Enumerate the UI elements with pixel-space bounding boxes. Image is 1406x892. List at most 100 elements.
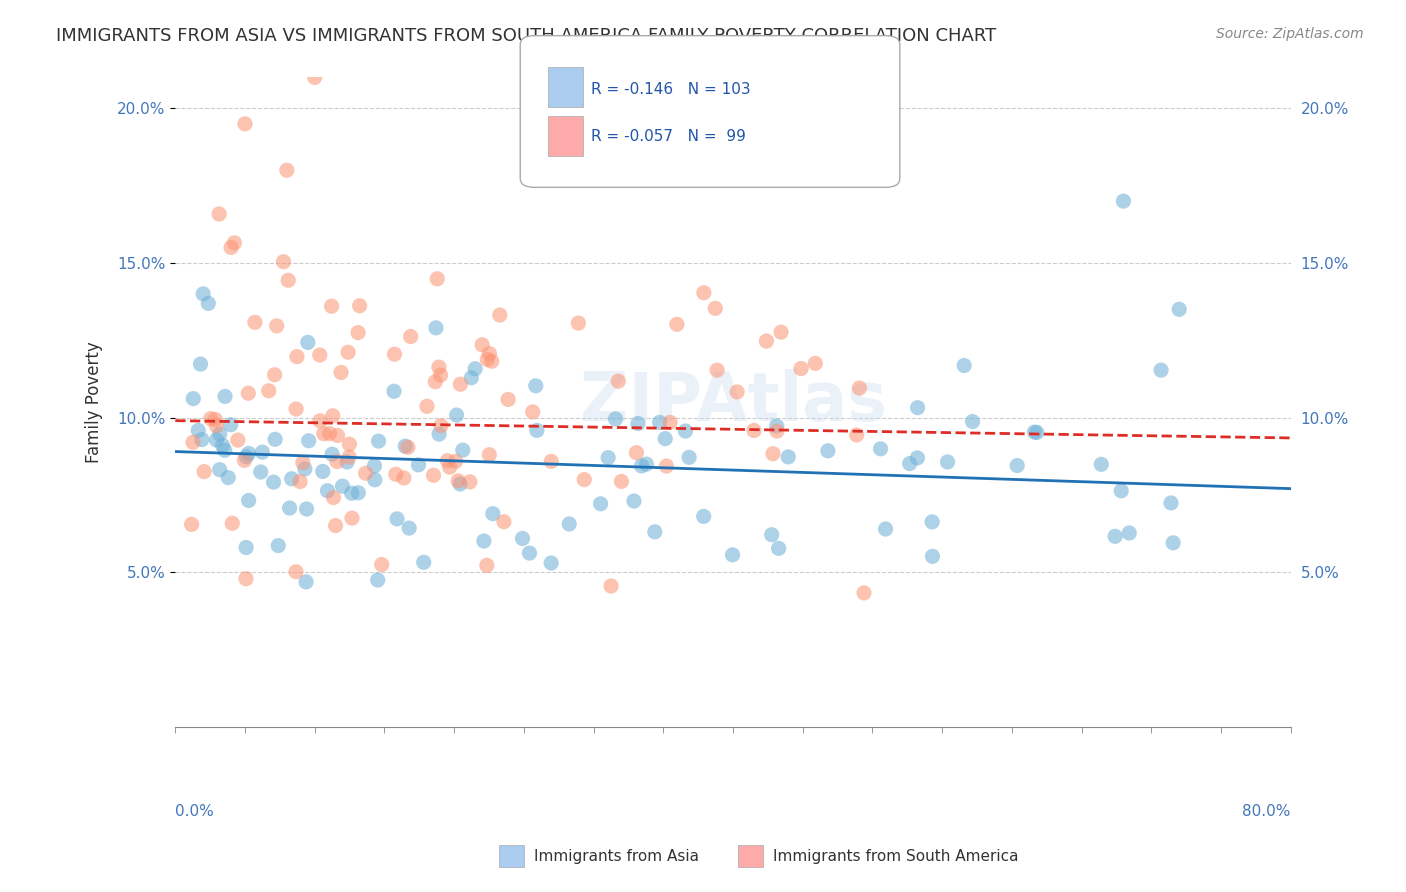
Immigrants from Asia [1161, 536, 1184, 550]
Text: IMMIGRANTS FROM ASIA VS IMMIGRANTS FROM SOUTH AMERICA FAMILY POVERTY CORRELATION: IMMIGRANTS FROM ASIA VS IMMIGRANTS FROM … [56, 27, 997, 45]
Immigrants from South America [308, 348, 330, 362]
Immigrants from Asia [298, 434, 321, 448]
Immigrants from South America [233, 453, 256, 467]
Immigrants from South America [309, 414, 332, 428]
Immigrants from Asia [382, 384, 405, 399]
Immigrants from Asia [1112, 194, 1135, 208]
Immigrants from South America [655, 458, 678, 473]
Immigrants from South America [396, 440, 419, 454]
Immigrants from South America [392, 471, 415, 485]
Immigrants from Asia [675, 424, 697, 438]
Immigrants from South America [848, 381, 870, 395]
Immigrants from South America [321, 299, 343, 313]
Immigrants from South America [219, 240, 242, 254]
Text: ZIPAtlas: ZIPAtlas [579, 369, 886, 435]
Immigrants from South America [607, 374, 630, 388]
Immigrants from South America [349, 299, 371, 313]
Immigrants from South America [204, 412, 226, 426]
Immigrants from Asia [623, 494, 645, 508]
Immigrants from Asia [1160, 496, 1182, 510]
Immigrants from Asia [408, 458, 430, 472]
Immigrants from South America [706, 363, 728, 377]
Immigrants from South America [384, 347, 406, 361]
Immigrants from South America [477, 352, 499, 367]
Immigrants from South America [704, 301, 727, 316]
Immigrants from South America [238, 386, 260, 401]
Immigrants from South America [291, 456, 314, 470]
Immigrants from Asia [297, 335, 319, 350]
Immigrants from Asia [869, 442, 891, 456]
Immigrants from South America [243, 315, 266, 329]
Immigrants from Asia [1005, 458, 1028, 473]
Immigrants from South America [742, 424, 765, 438]
Immigrants from Asia [512, 532, 534, 546]
Immigrants from Asia [761, 527, 783, 541]
Immigrants from South America [266, 318, 288, 333]
Immigrants from South America [447, 474, 470, 488]
Immigrants from South America [478, 448, 501, 462]
Immigrants from Asia [630, 458, 652, 473]
Immigrants from South America [337, 450, 360, 465]
Immigrants from Asia [235, 541, 257, 555]
Immigrants from Asia [367, 434, 389, 448]
Immigrants from South America [312, 426, 335, 441]
Immigrants from Asia [336, 455, 359, 469]
Immigrants from Asia [263, 475, 285, 490]
Text: R = -0.146   N = 103: R = -0.146 N = 103 [591, 82, 751, 96]
Immigrants from South America [235, 572, 257, 586]
Immigrants from Asia [280, 472, 302, 486]
Immigrants from South America [200, 411, 222, 425]
Immigrants from Asia [217, 470, 239, 484]
Immigrants from South America [665, 318, 688, 332]
Immigrants from Asia [211, 438, 233, 452]
Immigrants from South America [422, 468, 444, 483]
Immigrants from Asia [214, 443, 236, 458]
Immigrants from Asia [1025, 425, 1047, 440]
Text: 80.0%: 80.0% [1243, 804, 1291, 819]
Immigrants from Asia [197, 296, 219, 310]
Immigrants from South America [233, 117, 256, 131]
Immigrants from Asia [558, 516, 581, 531]
Immigrants from South America [399, 329, 422, 343]
Immigrants from Asia [921, 515, 943, 529]
Immigrants from South America [853, 586, 876, 600]
Text: Source: ZipAtlas.com: Source: ZipAtlas.com [1216, 27, 1364, 41]
Immigrants from Asia [394, 439, 416, 453]
Immigrants from Asia [312, 465, 335, 479]
Immigrants from South America [626, 446, 648, 460]
Immigrants from Asia [332, 479, 354, 493]
Immigrants from South America [226, 433, 249, 447]
Immigrants from South America [224, 235, 246, 250]
Immigrants from Asia [264, 433, 287, 447]
Immigrants from South America [471, 338, 494, 352]
Immigrants from Asia [524, 379, 547, 393]
Immigrants from South America [276, 163, 298, 178]
Immigrants from South America [425, 375, 447, 389]
Immigrants from Asia [875, 522, 897, 536]
Immigrants from South America [478, 346, 501, 360]
Immigrants from Asia [921, 549, 943, 564]
Immigrants from Asia [768, 541, 790, 556]
Immigrants from Asia [648, 416, 671, 430]
Immigrants from South America [540, 454, 562, 468]
Immigrants from South America [766, 424, 789, 438]
Immigrants from Asia [778, 450, 800, 464]
Immigrants from Asia [464, 361, 486, 376]
Immigrants from Asia [482, 507, 505, 521]
Immigrants from South America [326, 428, 349, 442]
Immigrants from South America [285, 402, 308, 417]
Immigrants from South America [429, 368, 451, 383]
Immigrants from South America [444, 454, 467, 468]
Immigrants from Asia [321, 447, 343, 461]
Immigrants from South America [347, 326, 370, 340]
Immigrants from South America [567, 316, 589, 330]
Immigrants from South America [755, 334, 778, 348]
Immigrants from South America [337, 437, 360, 451]
Immigrants from Asia [962, 415, 984, 429]
Immigrants from South America [522, 405, 544, 419]
Immigrants from Asia [936, 455, 959, 469]
Immigrants from South America [762, 447, 785, 461]
Immigrants from South America [488, 308, 510, 322]
Immigrants from Asia [627, 417, 650, 431]
Immigrants from South America [370, 558, 392, 572]
